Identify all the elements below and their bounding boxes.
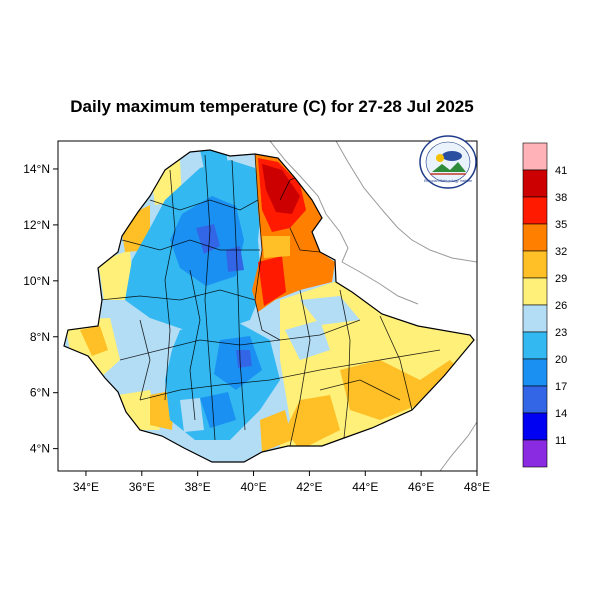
colorbar-label: 17 bbox=[555, 381, 567, 393]
x-tick-label: 46°E bbox=[408, 480, 434, 494]
colorbar-label: 14 bbox=[555, 408, 567, 420]
y-tick-label: 6°N bbox=[30, 386, 50, 400]
colorbar-swatch bbox=[522, 142, 548, 171]
colorbar-label: 23 bbox=[555, 327, 567, 339]
x-tick-label: 36°E bbox=[129, 480, 155, 494]
colorbar-label: 26 bbox=[555, 300, 567, 312]
colorbar: 41 38 35 32 29 26 23 20 17 14 11 bbox=[522, 142, 567, 468]
x-axis: 34°E 36°E 38°E 40°E 42°E 44°E 46°E 48°E bbox=[73, 471, 490, 494]
colorbar-swatch bbox=[522, 196, 548, 225]
colorbar-label: 20 bbox=[555, 354, 567, 366]
coastline-layer bbox=[269, 141, 477, 471]
country-outline bbox=[63, 149, 475, 463]
y-axis: 4°N 6°N 8°N 10°N 12°N 14°N bbox=[23, 162, 58, 456]
colorbar-label: 32 bbox=[555, 246, 567, 258]
colorbar-label: 41 bbox=[555, 165, 567, 177]
colorbar-label: 35 bbox=[555, 219, 567, 231]
y-tick-label: 14°N bbox=[23, 162, 50, 176]
x-tick-label: 48°E bbox=[464, 480, 490, 494]
colorbar-label: 38 bbox=[555, 192, 567, 204]
colorbar-swatch bbox=[522, 412, 548, 441]
colorbar-swatch bbox=[522, 331, 548, 360]
x-tick-label: 34°E bbox=[73, 480, 99, 494]
colorbar-label: 29 bbox=[555, 273, 567, 285]
colorbar-swatch bbox=[522, 439, 548, 468]
colorbar-label: 11 bbox=[555, 435, 566, 447]
x-tick-label: 38°E bbox=[185, 480, 211, 494]
x-tick-label: 40°E bbox=[240, 480, 266, 494]
colorbar-swatch bbox=[522, 169, 548, 198]
x-tick-label: 42°E bbox=[296, 480, 322, 494]
admin-boundaries bbox=[99, 153, 441, 447]
map-title: Daily maximum temperature (C) for 27-28 … bbox=[70, 97, 473, 116]
y-tick-label: 10°N bbox=[23, 274, 50, 288]
plot-frame bbox=[57, 140, 478, 472]
colorbar-swatch bbox=[522, 250, 548, 279]
ethiopian-meteorology-institute-logo: Ethiopian Meteorology Institute bbox=[419, 135, 477, 189]
colorbar-swatch bbox=[522, 304, 548, 333]
colorbar-swatch bbox=[522, 358, 548, 387]
logo-text: Ethiopian Meteorology Institute bbox=[424, 179, 472, 183]
y-tick-label: 12°N bbox=[23, 218, 50, 232]
x-tick-label: 44°E bbox=[352, 480, 378, 494]
y-tick-label: 8°N bbox=[30, 330, 50, 344]
colorbar-swatch bbox=[522, 385, 548, 414]
y-tick-label: 4°N bbox=[30, 442, 50, 456]
colorbar-swatch bbox=[522, 277, 548, 306]
colorbar-swatch bbox=[522, 223, 548, 252]
